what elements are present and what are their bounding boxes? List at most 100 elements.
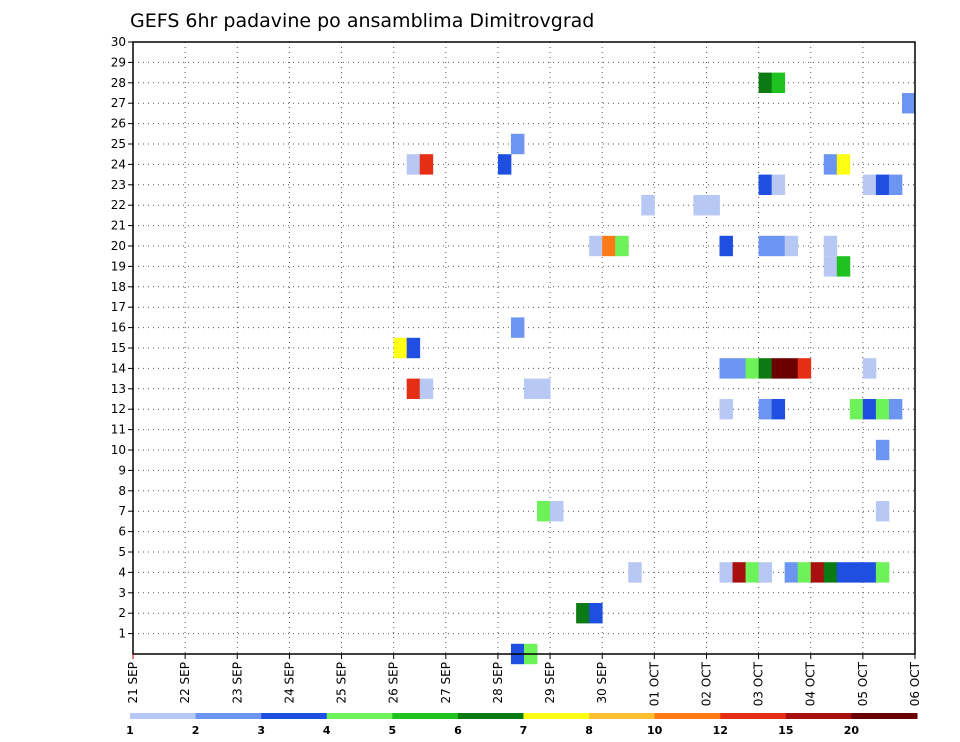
colorbar-swatch [457,713,524,719]
colorbar-swatch [392,713,459,719]
y-tick-label: 28 [111,76,126,90]
precip-cell [576,603,590,624]
x-tick-label: 24 SEP [282,662,296,704]
precip-cell [719,358,733,379]
precip-cell [797,562,812,583]
precip-cell [510,317,525,338]
y-tick-label: 24 [111,157,126,171]
x-tick-label: 21 SEP [126,662,140,704]
precip-cell [719,399,733,420]
y-tick-label: 19 [111,259,126,273]
precip-cell [758,358,773,379]
y-tick-label: 27 [111,96,126,110]
precip-cell [758,174,773,195]
x-tick-label: 25 SEP [335,662,349,704]
colorbar-legend: 1 2 3 4 5 6 7 8 10 12 15 20 [126,713,918,737]
precip-cell [862,399,877,420]
x-tick-label: 30 SEP [595,662,609,704]
precip-cell [784,235,799,257]
x-tick-label: 28 SEP [491,662,505,704]
precip-cell [602,235,616,257]
y-tick-label: 22 [111,198,126,212]
colorbar-label: 2 [192,724,200,737]
y-tick-label: 11 [111,423,126,437]
precip-cell [745,562,759,583]
x-tick-label: 02 OCT [699,661,713,706]
colorbar-label: 5 [389,724,397,737]
precip-cell [732,562,746,583]
y-tick-label: 7 [118,504,126,518]
precip-cell [875,439,890,461]
precip-cell [758,72,773,93]
x-tick-label: 06 OCT [908,661,922,706]
precip-cell [771,72,786,93]
y-tick-label: 15 [111,341,126,355]
precip-cell [797,358,812,379]
precip-cell [706,195,720,216]
precip-cell [810,562,825,583]
precip-cell [875,501,890,522]
precip-cell [771,174,786,195]
y-axis-ticks: 1234567891011121314151617181920212223242… [111,35,133,641]
precip-cell [615,235,629,257]
precip-cell [628,562,642,583]
colorbar-label: 6 [454,724,462,737]
colorbar-label: 12 [713,724,728,737]
precip-cell [784,562,799,583]
x-tick-label: 01 OCT [647,661,661,706]
y-tick-label: 1 [118,627,126,641]
y-tick-label: 17 [111,300,126,314]
x-tick-label: 29 SEP [543,662,557,704]
y-tick-label: 23 [111,178,126,192]
y-tick-label: 18 [111,280,126,294]
precip-cell [589,235,603,257]
precip-cell [849,399,864,420]
precip-cell [406,378,421,399]
colorbar-label: 15 [778,724,793,737]
colorbar-swatch [195,713,262,719]
y-tick-label: 6 [118,525,126,539]
colorbar-label: 4 [323,724,331,737]
y-tick-label: 30 [111,35,126,49]
precip-cell [901,93,916,114]
y-tick-label: 12 [111,402,126,416]
precip-cell [875,174,890,195]
colorbar-swatch [261,713,328,719]
colorbar-label: 10 [647,724,663,737]
y-tick-label: 10 [111,443,126,457]
precip-cell [836,154,851,175]
precip-cell [784,358,799,379]
colorbar-swatch [589,713,656,719]
x-axis-ticks: 21 SEP 22 SEP 23 SEP 24 SEP 25 SEP 26 SEP 27 S… [126,654,922,706]
colorbar-swatch [720,713,787,719]
precip-cell [862,358,877,379]
precip-cell [719,235,733,257]
precip-cell [419,378,434,399]
precip-cell [524,378,538,399]
x-tick-label: 26 SEP [387,662,401,704]
y-tick-label: 13 [111,382,126,396]
y-tick-label: 4 [118,565,126,579]
precip-cell [510,133,525,155]
precip-cell [758,399,773,420]
precip-cell [758,235,773,257]
precip-cell [589,603,603,624]
x-tick-label: 27 SEP [439,662,453,704]
y-tick-label: 29 [111,55,126,69]
precip-cell [875,562,890,583]
x-tick-label: 03 OCT [752,661,766,706]
colorbar-swatch [785,713,852,719]
x-tick-label: 23 SEP [230,662,244,704]
colorbar-label: 8 [585,724,593,737]
colorbar-label: 7 [520,724,528,737]
precip-cell [849,562,864,583]
y-tick-label: 16 [111,321,126,335]
x-tick-label: 04 OCT [804,661,818,706]
y-tick-label: 3 [118,586,126,600]
precip-cell [537,378,551,399]
y-tick-label: 20 [111,239,126,253]
precip-cell [497,154,512,175]
precip-cell [641,195,655,216]
precip-cell [823,256,838,277]
